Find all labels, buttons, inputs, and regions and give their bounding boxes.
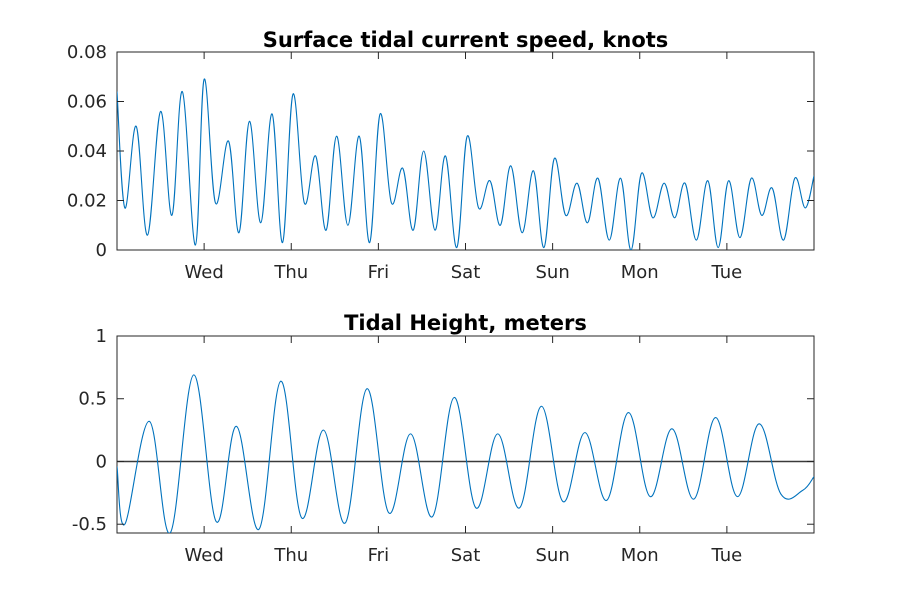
speed-ytick-label: 0.04	[67, 141, 107, 162]
speed-series-line	[117, 78, 814, 250]
height-ytick-label: 0	[96, 451, 107, 472]
speed-ytick-label: 0.06	[67, 92, 107, 113]
height-xtick-label-wed: Wed	[185, 545, 224, 566]
speed-xtick-label-sat: Sat	[451, 262, 481, 283]
height-xtick-label-thu: Thu	[273, 545, 308, 566]
height-xtick-label-tue: Tue	[711, 545, 743, 566]
speed-xtick-label-thu: Thu	[273, 262, 308, 283]
height-ytick-label: 0.5	[78, 389, 107, 410]
speed-xtick-label-mon: Mon	[621, 262, 659, 283]
height-ytick-label: -0.5	[72, 514, 107, 535]
height-xtick-label-fri: Fri	[368, 545, 389, 566]
height-xtick-label-sat: Sat	[451, 545, 481, 566]
speed-ytick-label: 0.02	[67, 191, 107, 212]
speed-xtick-label-tue: Tue	[711, 262, 743, 283]
speed-xtick-label-sun: Sun	[536, 262, 570, 283]
height-xtick-label-sun: Sun	[536, 545, 570, 566]
height-xtick-label-mon: Mon	[621, 545, 659, 566]
speed-chart-title: Surface tidal current speed, knots	[263, 28, 669, 52]
speed-ytick-label: 0.08	[67, 42, 107, 63]
speed-ytick-label: 0	[96, 240, 107, 261]
height-axes-box	[116, 335, 815, 534]
tidal-height-panel: Tidal Height, meters -0.5 0 0.5 1 Wed Thu Fri Sa…	[72, 311, 815, 566]
height-series-line	[117, 374, 814, 533]
speed-xtick-label-wed: Wed	[185, 262, 224, 283]
current-speed-panel: Surface tidal current speed, knots 0 0.02 0…	[67, 28, 815, 283]
height-chart-title: Tidal Height, meters	[344, 311, 587, 335]
height-ytick-label: 1	[96, 326, 107, 347]
speed-xtick-label-fri: Fri	[368, 262, 389, 283]
